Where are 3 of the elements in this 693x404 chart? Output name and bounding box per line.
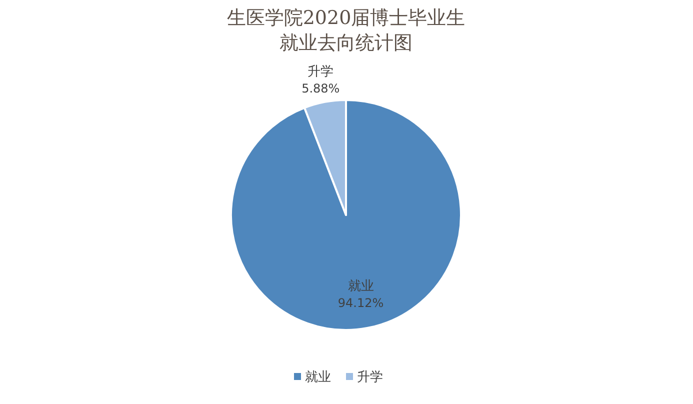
legend-label: 就业 bbox=[305, 370, 331, 385]
chart-title: 生医学院2020届博士毕业生就业去向统计图 bbox=[226, 6, 466, 56]
legend-label: 升学 bbox=[357, 370, 383, 385]
